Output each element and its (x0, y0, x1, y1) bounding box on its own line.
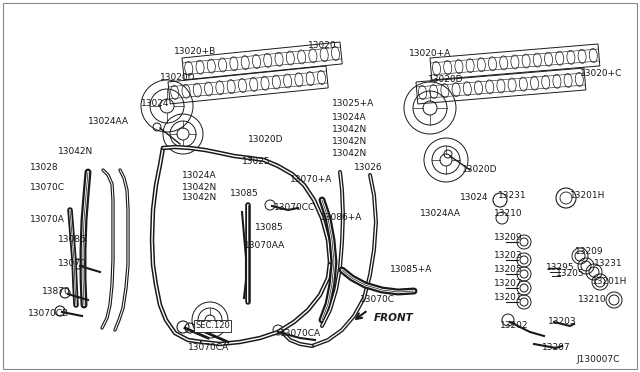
Text: 13201H: 13201H (570, 192, 605, 201)
Text: 13086+A: 13086+A (320, 214, 362, 222)
Text: 13205: 13205 (556, 269, 584, 279)
Text: 13070: 13070 (58, 260, 87, 269)
Text: 13042N: 13042N (332, 125, 367, 135)
Text: 13070CC: 13070CC (274, 203, 316, 212)
Text: 13024A: 13024A (332, 113, 367, 122)
Text: 13024A: 13024A (182, 171, 216, 180)
Text: 13085+A: 13085+A (390, 266, 433, 275)
Text: 13025+A: 13025+A (332, 99, 374, 109)
Text: SEC.120: SEC.120 (195, 321, 230, 330)
Text: 13042N: 13042N (58, 148, 93, 157)
Text: 13020+A: 13020+A (409, 49, 451, 58)
Text: 13042N: 13042N (332, 150, 367, 158)
Text: 13024AA: 13024AA (420, 209, 461, 218)
Text: 13020+C: 13020+C (580, 70, 622, 78)
Text: 13202: 13202 (500, 321, 529, 330)
Text: 13870: 13870 (42, 288, 71, 296)
Text: 13042N: 13042N (332, 138, 367, 147)
Text: 13201: 13201 (494, 294, 523, 302)
Text: 13024: 13024 (141, 99, 169, 109)
Text: 13209: 13209 (494, 234, 523, 243)
Text: 13070A: 13070A (30, 215, 65, 224)
Text: 13231: 13231 (498, 192, 527, 201)
Text: 13070CA: 13070CA (280, 330, 321, 339)
Text: 13020: 13020 (308, 42, 337, 51)
Text: 13085: 13085 (230, 189, 259, 198)
Text: 13020D: 13020D (160, 74, 196, 83)
Text: 13086: 13086 (58, 235, 87, 244)
Text: 13205: 13205 (494, 266, 523, 275)
Text: 13070C: 13070C (360, 295, 395, 305)
Text: 13207: 13207 (494, 279, 523, 289)
Text: 13210: 13210 (494, 209, 523, 218)
Text: J130007C: J130007C (577, 356, 620, 365)
Text: 13085: 13085 (255, 224, 284, 232)
Text: 13028: 13028 (30, 164, 59, 173)
Text: 13207: 13207 (542, 343, 571, 353)
Text: 13020+B: 13020+B (174, 48, 216, 57)
Text: 13210: 13210 (578, 295, 607, 305)
Text: 13070C: 13070C (30, 183, 65, 192)
Text: 13203: 13203 (494, 251, 523, 260)
Text: 13231: 13231 (594, 260, 623, 269)
Text: 13070+A: 13070+A (290, 176, 332, 185)
Text: FRONT: FRONT (374, 313, 413, 323)
Text: 13026: 13026 (354, 164, 383, 173)
Text: 13201H: 13201H (592, 278, 627, 286)
Text: 13042N: 13042N (182, 193, 217, 202)
Text: 13025: 13025 (242, 157, 271, 167)
Text: 13042N: 13042N (182, 183, 217, 192)
Text: 13070CB: 13070CB (28, 310, 69, 318)
Text: 13020D: 13020D (428, 76, 463, 84)
Text: 13295: 13295 (546, 263, 575, 273)
Text: 13070AA: 13070AA (244, 241, 285, 250)
Text: 13020D: 13020D (462, 166, 497, 174)
Text: 13024: 13024 (460, 193, 488, 202)
Text: 13203: 13203 (548, 317, 577, 327)
Text: 13209: 13209 (575, 247, 604, 257)
Text: 13024AA: 13024AA (88, 118, 129, 126)
Text: 13070CA: 13070CA (188, 343, 229, 353)
Text: 13020D: 13020D (248, 135, 284, 144)
